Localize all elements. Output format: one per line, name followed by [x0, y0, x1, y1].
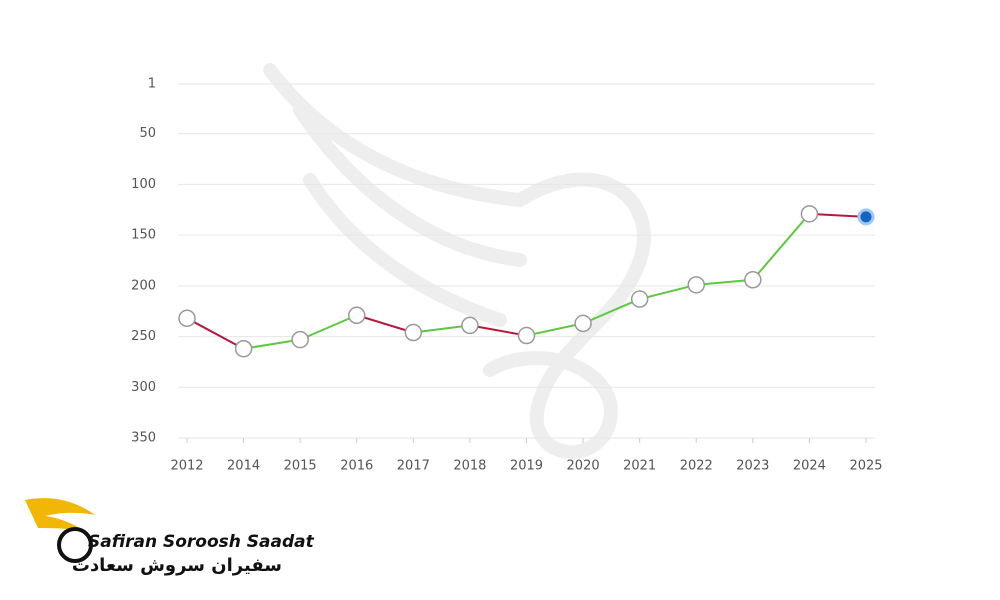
line-segment: [696, 278, 753, 286]
x-tick-label: 2021: [623, 459, 656, 474]
x-tick-label: 2016: [340, 459, 373, 474]
data-point: [630, 290, 649, 308]
line-segment: [582, 298, 641, 325]
logo-name: Safiran Soroosh Saadat: [88, 532, 315, 552]
data-point: [461, 316, 479, 335]
y-tick-label: 200: [131, 278, 156, 293]
data-point: [687, 276, 705, 294]
line-segment: [243, 338, 301, 350]
y-tick-label: 150: [131, 228, 156, 243]
x-tick-label: 2014: [227, 459, 260, 474]
line-segment: [809, 212, 867, 218]
data-point: [574, 314, 592, 333]
line-segment: [299, 314, 358, 341]
line-segment: [186, 317, 245, 350]
x-tick-label: 2025: [849, 459, 882, 474]
y-tick-label: 300: [131, 380, 156, 395]
x-tick-label: 2022: [680, 459, 713, 474]
logo-name-fa: سفیران سروش سعادت: [72, 555, 282, 576]
x-tick-label: 2012: [170, 459, 203, 474]
x-tick-label: 2018: [453, 459, 486, 474]
data-point: [517, 326, 536, 345]
logo-mark: [25, 498, 95, 563]
y-tick-label: 250: [131, 329, 156, 344]
line-segment: [752, 213, 811, 281]
data-point: [234, 339, 253, 358]
line-segment: [639, 283, 697, 301]
x-tick-label: 2020: [567, 459, 600, 474]
data-point: [857, 208, 875, 226]
y-tick-label: 1: [148, 77, 156, 92]
watermark: [263, 63, 651, 459]
x-tick-label: 2024: [793, 459, 826, 474]
line-segment: [469, 324, 527, 337]
x-tick-label: 2019: [510, 459, 543, 474]
data-point: [178, 309, 196, 328]
line-segment: [526, 322, 584, 337]
data-point: [800, 205, 819, 223]
data-point: [348, 306, 366, 325]
data-point: [404, 323, 423, 342]
y-tick-label: 350: [131, 431, 156, 446]
line-segment: [413, 324, 471, 334]
data-point: [744, 271, 762, 289]
data-point: [291, 330, 309, 349]
line-segment: [356, 314, 414, 334]
x-tick-label: 2015: [284, 459, 317, 474]
x-tick-label: 2023: [736, 459, 769, 474]
y-tick-label: 100: [131, 177, 156, 192]
y-tick-label: 50: [139, 126, 156, 141]
x-tick-label: 2017: [397, 459, 430, 474]
